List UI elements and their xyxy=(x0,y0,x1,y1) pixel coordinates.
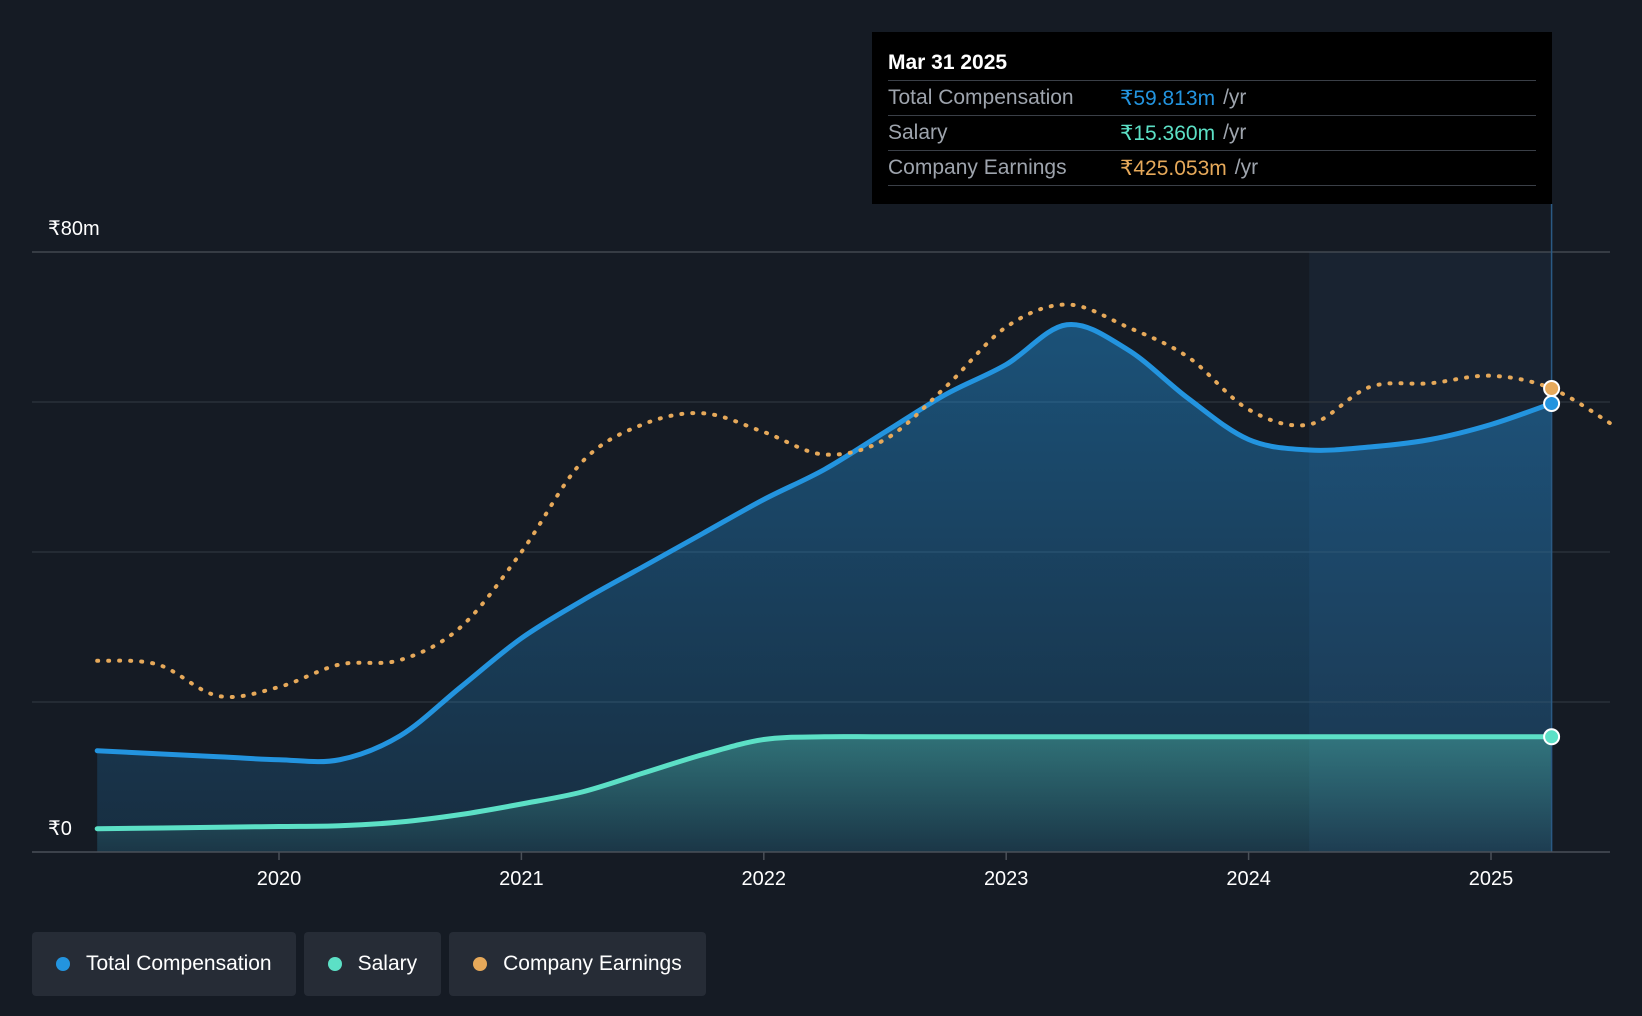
y-axis-top-label: ₹80m xyxy=(48,218,100,240)
x-tick-label-2021: 2021 xyxy=(499,868,544,890)
x-tick-label-2023: 2023 xyxy=(984,868,1029,890)
company-earnings-line xyxy=(95,302,1615,699)
legend-item-salary[interactable]: Salary xyxy=(303,932,442,996)
tooltip-row-company-earnings: Company Earnings ₹425.053m /yr xyxy=(888,150,1536,186)
legend: Total Compensation Salary Company Earnin… xyxy=(32,932,706,996)
tooltip-value: ₹59.813m xyxy=(1120,86,1216,110)
tooltip-unit: /yr xyxy=(1223,86,1247,109)
company-earnings-marker xyxy=(1543,380,1561,397)
salary-area xyxy=(97,736,1552,852)
total-compensation-marker xyxy=(1543,395,1561,412)
tooltip-value: ₹15.360m xyxy=(1120,121,1216,145)
legend-dot-icon xyxy=(327,957,342,971)
total-compensation-line xyxy=(94,322,1555,765)
tooltip-label: Company Earnings xyxy=(888,156,1067,179)
salary-line xyxy=(94,734,1555,832)
tooltip-label: Total Compensation xyxy=(888,86,1074,109)
legend-label: Total Compensation xyxy=(86,952,272,975)
tooltip-unit: /yr xyxy=(1223,121,1247,144)
x-tick-label-2025: 2025 xyxy=(1469,868,1514,890)
tooltip-row-salary: Salary ₹15.360m /yr xyxy=(888,115,1536,150)
salary-marker xyxy=(1543,728,1561,746)
highlight-markers xyxy=(1543,380,1561,746)
tooltip-value: ₹425.053m xyxy=(1120,156,1227,180)
legend-item-company-earnings[interactable]: Company Earnings xyxy=(449,932,706,996)
series-lines xyxy=(94,302,1615,832)
legend-label: Company Earnings xyxy=(503,952,682,975)
tooltip-label: Salary xyxy=(888,121,948,144)
tooltip-unit: /yr xyxy=(1234,156,1259,179)
x-ticks: 2020 2021 2022 2023 2024 2025 xyxy=(257,852,1514,890)
legend-label: Salary xyxy=(357,952,418,975)
x-tick-label-2022: 2022 xyxy=(742,868,787,890)
x-tick-label-2024: 2024 xyxy=(1226,868,1271,890)
tooltip-row-total-compensation: Total Compensation ₹59.813m /yr xyxy=(888,80,1536,115)
x-tick-label-2020: 2020 xyxy=(257,868,302,890)
legend-dot-icon xyxy=(56,957,70,971)
total-compensation-area xyxy=(97,324,1552,853)
y-axis-bottom-label: ₹0 xyxy=(48,818,72,840)
legend-dot-icon xyxy=(473,957,488,971)
tooltip: Mar 31 2025 Total Compensation ₹59.813m … xyxy=(872,32,1552,204)
tooltip-date: Mar 31 2025 xyxy=(888,51,1008,74)
series-fills xyxy=(97,324,1552,853)
legend-item-total-compensation[interactable]: Total Compensation xyxy=(32,932,296,996)
